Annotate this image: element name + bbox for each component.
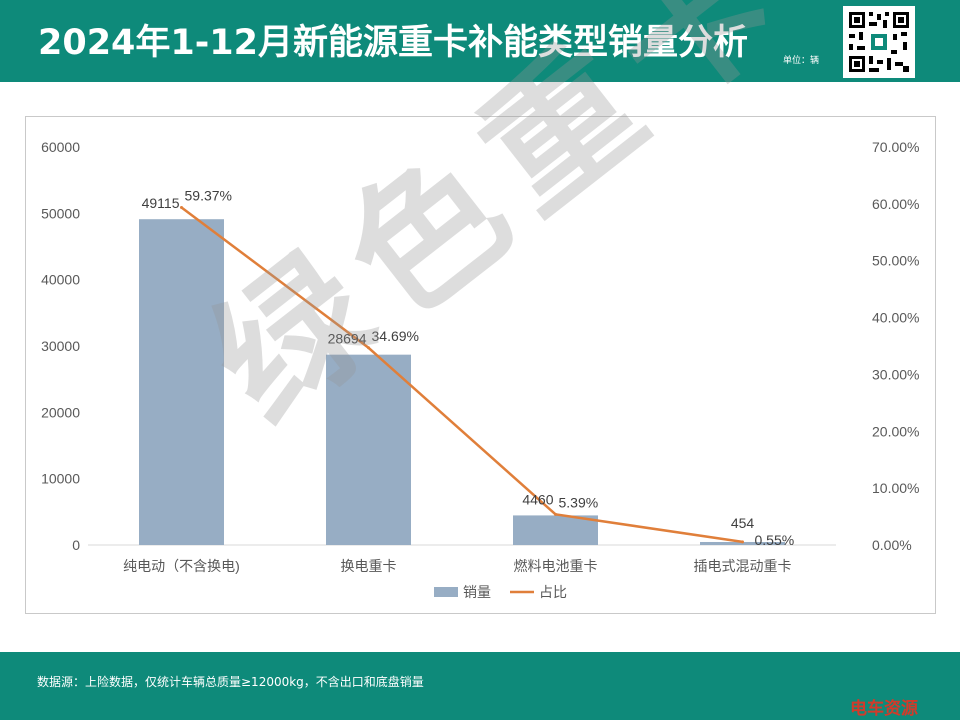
bar — [139, 219, 224, 545]
share-line-point — [180, 205, 183, 209]
share-line-point — [554, 512, 557, 516]
legend-line-label: 占比 — [539, 584, 567, 600]
bar-data-label: 4460 — [522, 491, 553, 507]
combo-chart: 0 10000 20000 30000 40000 50000 60000 0.00% 10.0… — [41, 139, 919, 600]
y-right-tick-label: 30.00% — [872, 366, 919, 382]
chart-area: 0 10000 20000 30000 40000 50000 60000 0.00% 10.0… — [25, 116, 936, 614]
legend-bar-swatch — [434, 587, 458, 597]
line-data-label: 59.37% — [185, 187, 232, 203]
data-source-note: 数据源：上险数据，仅统计车辆总质量≥12000kg，不含出口和底盘销量 — [37, 675, 424, 689]
x-tick-label: 换电重卡 — [341, 558, 397, 574]
qr-code-icon — [847, 10, 911, 74]
line-data-label: 5.39% — [559, 494, 599, 510]
bar-data-label: 28694 — [328, 331, 367, 347]
x-tick-label: 纯电动（不含换电) — [123, 558, 240, 574]
y-right-tick-label: 20.00% — [872, 423, 919, 439]
header-bar: 2024年1-12月新能源重卡补能类型销量分析 单位：辆 — [0, 0, 960, 82]
y-right-tick-label: 0.00% — [872, 537, 912, 553]
y-right-tick-label: 40.00% — [872, 310, 919, 326]
footer-bar: 数据源：上险数据，仅统计车辆总质量≥12000kg，不含出口和底盘销量 电车资源 — [0, 652, 960, 720]
y-left-tick-label: 20000 — [41, 404, 80, 420]
y-left-tick-label: 60000 — [41, 139, 80, 155]
bar — [326, 354, 411, 545]
bar — [513, 515, 598, 545]
bar-data-label: 454 — [731, 515, 755, 531]
y-right-tick-label: 60.00% — [872, 196, 919, 212]
y-left-tick-label: 30000 — [41, 338, 80, 354]
x-tick-label: 插电式混动重卡 — [694, 558, 792, 574]
brand-logo: 电车资源 — [850, 699, 918, 719]
qr-code — [843, 6, 915, 78]
y-left-tick-label: 10000 — [41, 471, 80, 487]
line-data-label: 0.55% — [755, 532, 795, 548]
x-tick-label: 燃料电池重卡 — [514, 558, 598, 574]
bar — [700, 541, 785, 545]
share-line-point — [741, 540, 744, 544]
bar-data-label: 49115 — [142, 195, 180, 211]
y-right-tick-label: 10.00% — [872, 480, 919, 496]
y-right-tick-label: 50.00% — [872, 253, 919, 269]
y-left-tick-label: 40000 — [41, 272, 80, 288]
page-title: 2024年1-12月新能源重卡补能类型销量分析 — [38, 23, 748, 63]
y-right-tick-label: 70.00% — [872, 139, 919, 155]
y-left-tick-label: 0 — [72, 537, 80, 553]
legend-bar-label: 销量 — [463, 584, 491, 600]
line-data-label: 34.69% — [372, 328, 419, 344]
unit-label: 单位：辆 — [783, 56, 820, 66]
share-line — [180, 206, 743, 544]
y-left-tick-label: 50000 — [41, 205, 80, 221]
share-line-point — [367, 346, 370, 350]
